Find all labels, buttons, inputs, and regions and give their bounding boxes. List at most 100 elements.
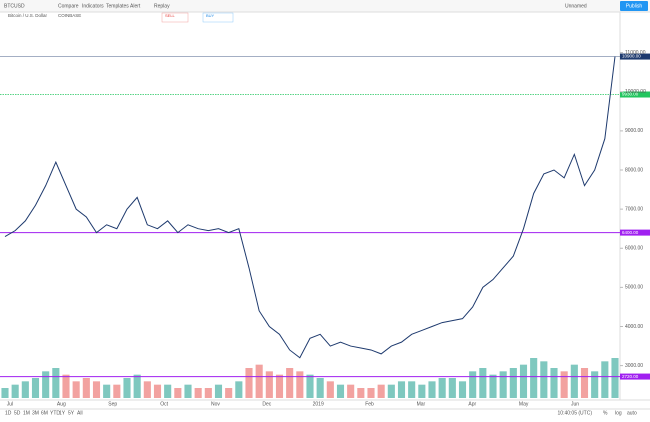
- range-button[interactable]: 1M: [23, 410, 30, 416]
- volume-bar: [540, 361, 548, 398]
- y-tick-label: 9000.00: [625, 128, 643, 134]
- volume-bar: [184, 384, 192, 398]
- scale-option[interactable]: log: [615, 410, 622, 416]
- volume-bar: [591, 371, 599, 398]
- volume-bar: [316, 378, 324, 398]
- y-tick-label: 10000.00: [625, 89, 646, 95]
- volume-bar: [458, 381, 467, 398]
- range-button[interactable]: 3M: [32, 410, 39, 416]
- y-tick-label: 8000.00: [625, 167, 643, 173]
- volume-bar: [174, 388, 182, 398]
- volume-bar: [1, 388, 9, 398]
- legend-exchange: COINBASE: [58, 13, 81, 18]
- range-button[interactable]: 6M: [41, 410, 48, 416]
- buy[interactable]: BUY: [206, 13, 215, 18]
- volume-bar: [397, 381, 406, 398]
- level-badge: [620, 91, 650, 98]
- volume-bar: [469, 371, 477, 398]
- volume-bar: [143, 381, 151, 398]
- level-badge: [620, 229, 650, 236]
- scale-option[interactable]: %: [603, 410, 608, 416]
- x-tick-label: Dec: [262, 401, 271, 407]
- symbol[interactable]: BTCUSD: [4, 3, 25, 9]
- volume-bar: [377, 384, 385, 398]
- volume-bar: [387, 384, 395, 398]
- scale-option[interactable]: auto: [627, 410, 637, 416]
- toolbar-item[interactable]: Compare: [58, 3, 79, 9]
- volume-bar: [164, 384, 172, 398]
- range-button[interactable]: 1D: [5, 410, 12, 416]
- volume-bar: [21, 381, 29, 398]
- volume-bar: [103, 384, 111, 398]
- x-tick-label: 2019: [313, 401, 324, 407]
- price-line: [4, 56, 616, 359]
- level-badge: [620, 373, 650, 380]
- volume-bar: [296, 371, 304, 398]
- volume-bar: [194, 388, 202, 398]
- x-tick-label: Nov: [211, 401, 220, 407]
- level-badge: [620, 53, 650, 60]
- volume-bar: [418, 384, 426, 398]
- volume-bar: [153, 384, 162, 398]
- volume-bar: [336, 384, 345, 398]
- publish-button[interactable]: [620, 1, 648, 11]
- level-label: 9930.00: [622, 92, 639, 97]
- y-tick-label: 5000.00: [625, 285, 643, 291]
- toolbar-item[interactable]: Alert: [130, 3, 141, 9]
- x-tick-label: May: [519, 401, 529, 407]
- volume-bar: [225, 388, 233, 398]
- range-button[interactable]: 5Y: [68, 410, 75, 416]
- volume-bar: [204, 388, 212, 398]
- volume-bar: [265, 371, 273, 398]
- volume-bar: [601, 361, 609, 398]
- volume-bar: [519, 364, 528, 398]
- level-label: 6400.00: [622, 230, 639, 235]
- volume-bar: [113, 384, 121, 398]
- volume-bar: [62, 374, 70, 398]
- volume-bar: [509, 368, 517, 398]
- volume-bar: [550, 368, 558, 398]
- range-button[interactable]: 1Y: [59, 410, 66, 416]
- publish[interactable]: Publish: [626, 3, 643, 9]
- legend-title: Bitcoin / U.S. Dollar: [8, 13, 48, 18]
- volume-bar: [275, 374, 284, 398]
- volume-bar: [499, 371, 507, 398]
- volume-bar: [42, 371, 50, 398]
- sell[interactable]: SELL: [165, 13, 176, 18]
- y-tick-label: 11000.00: [625, 50, 646, 56]
- y-tick-label: 3000.00: [625, 363, 643, 369]
- volume-bar: [560, 371, 568, 398]
- y-tick-label: 7000.00: [625, 206, 643, 212]
- layout-name[interactable]: Unnamed: [565, 3, 587, 9]
- level-label: 10900.00: [622, 54, 641, 59]
- volume-bar: [11, 384, 19, 398]
- volume-bar: [570, 364, 578, 398]
- range-button[interactable]: All: [77, 410, 83, 416]
- volume-bar: [214, 384, 223, 398]
- volume-bar: [235, 381, 243, 398]
- y-tick-label: 6000.00: [625, 246, 643, 252]
- x-tick-label: Mar: [417, 401, 426, 407]
- range-button[interactable]: 5D: [14, 410, 21, 416]
- volume-bar: [530, 358, 538, 398]
- x-tick-label: Feb: [365, 401, 374, 407]
- volume-bar: [255, 364, 263, 398]
- clock: 10:40:05 (UTC): [558, 410, 593, 416]
- volume-bar: [245, 368, 253, 398]
- toolbar-item[interactable]: Templates: [106, 3, 129, 9]
- level-label: 2720.00: [622, 374, 639, 379]
- x-tick-label: Aug: [57, 401, 66, 407]
- volume-bar: [123, 378, 131, 398]
- range-button[interactable]: YTD: [50, 410, 60, 416]
- volume-bar: [52, 368, 60, 398]
- buy-button[interactable]: [202, 12, 234, 23]
- volume-bar: [479, 368, 487, 398]
- volume-bar: [347, 384, 355, 398]
- toolbar-item[interactable]: Indicators: [82, 3, 104, 9]
- toolbar: [0, 0, 650, 12]
- sell-button[interactable]: [161, 12, 189, 23]
- toolbar-item[interactable]: Replay: [154, 3, 170, 9]
- volume-bar: [72, 381, 80, 398]
- volume-bar: [286, 368, 294, 398]
